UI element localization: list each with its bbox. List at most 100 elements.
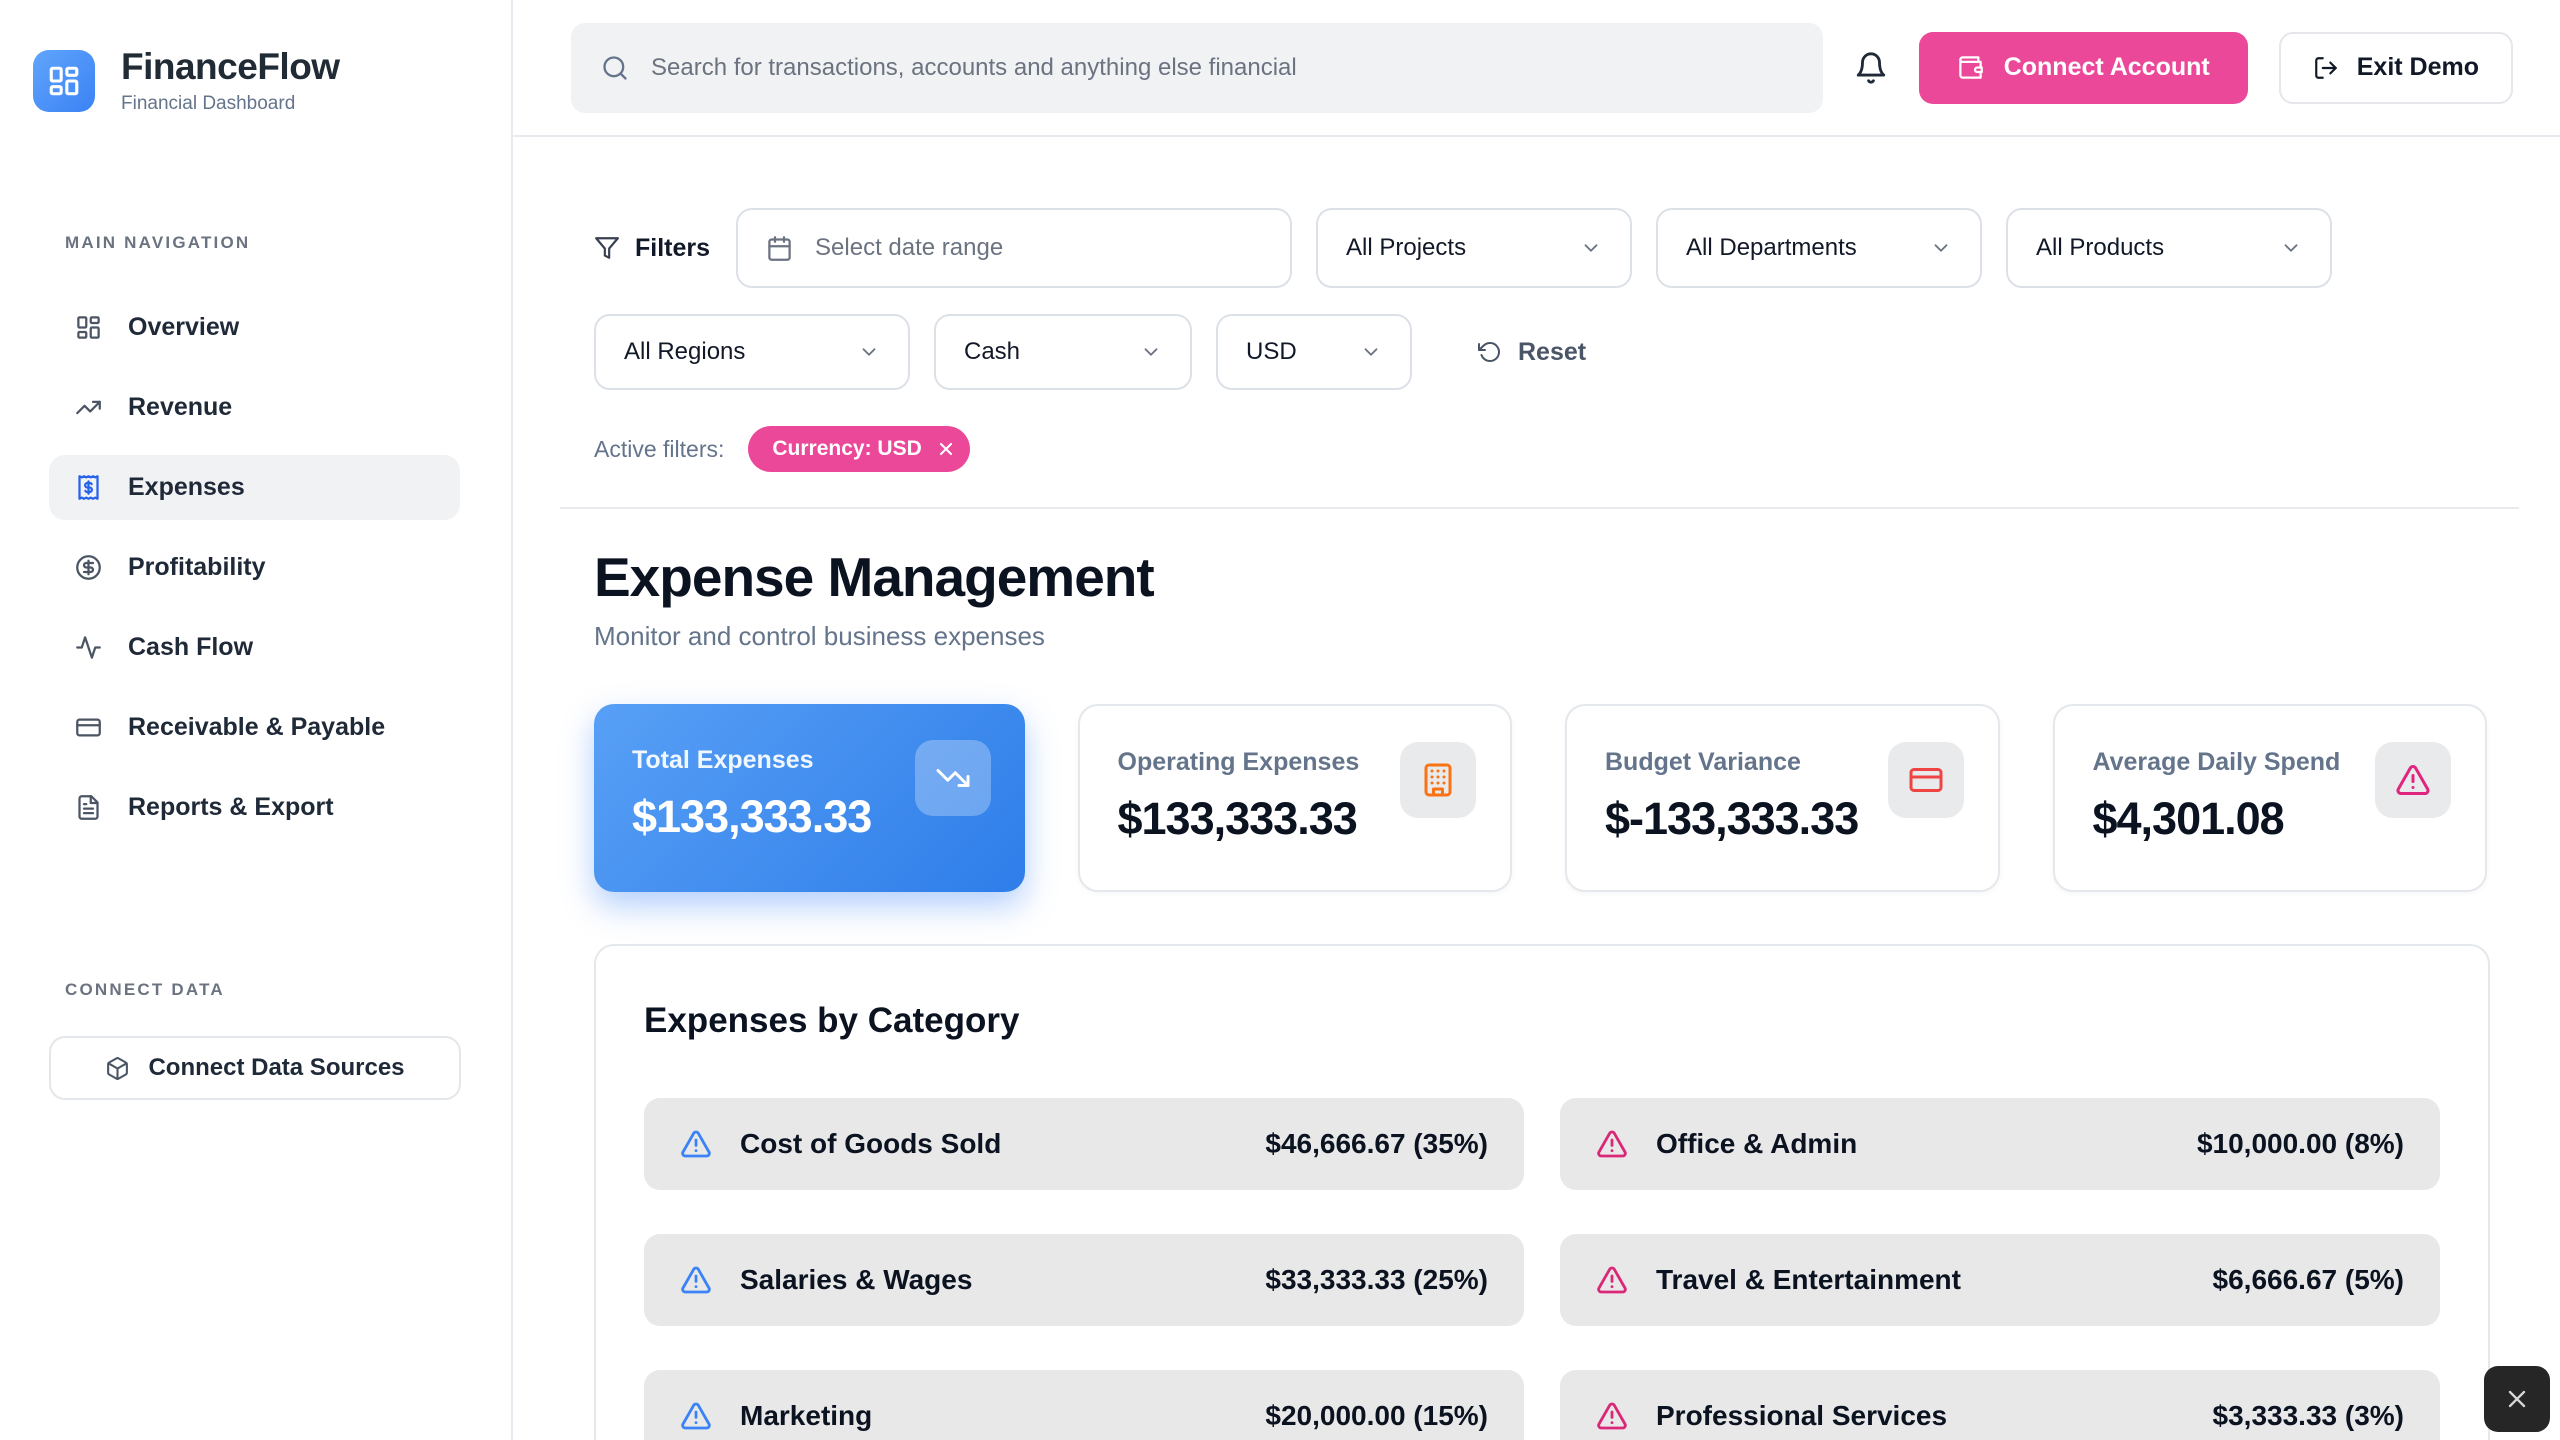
building-icon (1400, 742, 1476, 818)
activity-pulse-icon (75, 634, 102, 661)
sidebar-item-expenses[interactable]: Expenses (49, 455, 460, 520)
connect-account-button[interactable]: Connect Account (1918, 31, 2248, 104)
currency-filter-chip-label: Currency: USD (772, 437, 922, 460)
chevron-down-icon (1580, 237, 1602, 259)
regions-select[interactable]: All Regions (594, 314, 910, 390)
chevron-down-icon (858, 341, 880, 363)
stat-card-operating-expenses: Operating Expenses $133,333.33 (1077, 704, 1512, 892)
sidebar-item-cash-flow[interactable]: Cash Flow (49, 615, 460, 680)
category-row: Travel & Entertainment $6,666.67 (5%) (1560, 1234, 2440, 1326)
products-select[interactable]: All Products (2006, 208, 2333, 288)
sidebar-item-receivable-payable[interactable]: Receivable & Payable (49, 695, 460, 760)
category-value: $46,666.67 (35%) (1265, 1128, 1488, 1159)
projects-select[interactable]: All Projects (1316, 208, 1633, 288)
category-name: Professional Services (1656, 1400, 1948, 1431)
dashboard-grid-icon (75, 314, 102, 341)
date-range-placeholder: Select date range (815, 234, 1004, 261)
products-select-value: All Products (2036, 234, 2165, 261)
close-icon (936, 439, 956, 459)
box-icon (105, 1056, 130, 1081)
stat-card-label: Operating Expenses (1117, 748, 1360, 776)
connect-section-label: CONNECT DATA (65, 980, 225, 999)
exit-demo-label: Exit Demo (2356, 53, 2479, 81)
dashboard-grid-icon (47, 64, 81, 98)
rotate-ccw-icon (1478, 340, 1502, 364)
brand-name: FinanceFlow (121, 46, 340, 87)
active-filters-row: Active filters: Currency: USD (594, 426, 2487, 472)
category-name: Salaries & Wages (740, 1264, 973, 1295)
page-header: Expense Management Monitor and control b… (594, 545, 2487, 652)
stat-card-label: Budget Variance (1605, 748, 1801, 776)
category-name: Office & Admin (1656, 1128, 1858, 1159)
section-divider (560, 507, 2519, 509)
close-widget-button[interactable] (2484, 1366, 2550, 1432)
log-out-icon (2313, 55, 2339, 81)
alert-triangle-icon (680, 1400, 712, 1432)
main-content: Filters Select date range All Projects A… (513, 137, 2560, 1440)
chevron-down-icon (1360, 341, 1382, 363)
file-text-icon (75, 794, 102, 821)
alert-triangle-icon (1596, 1128, 1628, 1160)
category-row: Professional Services $3,333.33 (3%) (1560, 1370, 2440, 1440)
sidebar-item-label: Profitability (128, 553, 266, 581)
sidebar-item-label: Cash Flow (128, 633, 254, 661)
sidebar-item-label: Expenses (128, 473, 245, 501)
sidebar-item-label: Revenue (128, 393, 233, 421)
departments-select-value: All Departments (1686, 234, 1857, 261)
category-value: $10,000.00 (8%) (2196, 1128, 2404, 1159)
chevron-down-icon (1140, 341, 1162, 363)
stat-card-label: Total Expenses (632, 746, 814, 774)
category-value: $20,000.00 (15%) (1265, 1400, 1488, 1431)
sidebar-item-label: Receivable & Payable (128, 713, 386, 741)
active-filters-label: Active filters: (594, 435, 725, 462)
sidebar-item-reports-export[interactable]: Reports & Export (49, 775, 460, 840)
alert-triangle-icon (2375, 742, 2451, 818)
chevron-down-icon (1930, 237, 1952, 259)
stat-card-value: $4,301.08 (2092, 793, 2285, 844)
payment-method-select-value: Cash (964, 338, 1021, 365)
sidebar-item-profitability[interactable]: Profitability (49, 535, 460, 600)
sidebar-item-revenue[interactable]: Revenue (49, 375, 460, 440)
stat-card-budget-variance: Budget Variance $-133,333.33 (1565, 704, 2000, 892)
stat-card-average-daily-spend: Average Daily Spend $4,301.08 (2052, 704, 2487, 892)
category-row: Office & Admin $10,000.00 (8%) (1560, 1098, 2440, 1190)
search-icon (601, 54, 629, 82)
payment-method-select[interactable]: Cash (934, 314, 1192, 390)
category-row: Marketing $20,000.00 (15%) (644, 1370, 1524, 1440)
category-row: Cost of Goods Sold $46,666.67 (35%) (644, 1098, 1524, 1190)
search-input[interactable] (651, 53, 1793, 82)
credit-card-icon (75, 714, 102, 741)
filters-row-1: Filters Select date range All Projects A… (594, 208, 2487, 288)
currency-select[interactable]: USD (1216, 314, 1412, 390)
stat-card-value: $-133,333.33 (1605, 793, 1859, 844)
wallet-icon (1957, 54, 1984, 81)
sidebar-item-label: Overview (128, 313, 240, 341)
trending-up-icon (75, 394, 102, 421)
bell-icon (1854, 51, 1888, 85)
page-title: Expense Management (594, 546, 1155, 608)
sidebar-item-label: Reports & Export (128, 793, 334, 821)
reset-filters-button[interactable]: Reset (1478, 338, 1586, 367)
category-grid: Cost of Goods Sold $46,666.67 (35%) Offi… (644, 1098, 2440, 1440)
regions-select-value: All Regions (624, 338, 746, 365)
chevron-down-icon (2280, 237, 2302, 259)
alert-triangle-icon (1596, 1264, 1628, 1296)
filters-row-2: All Regions Cash USD Reset (594, 314, 2487, 390)
receipt-icon (75, 474, 102, 501)
stat-card-label: Average Daily Spend (2092, 748, 2341, 776)
brand-tagline: Financial Dashboard (121, 93, 296, 114)
remove-currency-filter-button[interactable] (936, 439, 956, 459)
category-name: Travel & Entertainment (1656, 1264, 1961, 1295)
date-range-picker[interactable]: Select date range (736, 208, 1293, 288)
departments-select[interactable]: All Departments (1656, 208, 1983, 288)
projects-select-value: All Projects (1346, 234, 1467, 261)
category-value: $3,333.33 (3%) (2212, 1400, 2404, 1431)
filters-label-group: Filters (594, 234, 710, 263)
connect-data-sources-button[interactable]: Connect Data Sources (49, 1036, 461, 1100)
category-value: $6,666.67 (5%) (2212, 1264, 2404, 1295)
exit-demo-button[interactable]: Exit Demo (2278, 31, 2513, 104)
sidebar-item-overview[interactable]: Overview (49, 295, 460, 360)
close-icon (2503, 1385, 2531, 1413)
notifications-button[interactable] (1854, 51, 1888, 85)
